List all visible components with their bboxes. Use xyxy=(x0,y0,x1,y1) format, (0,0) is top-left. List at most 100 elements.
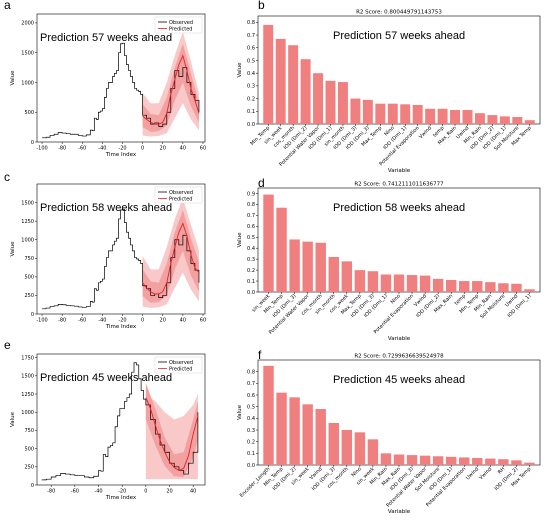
x-axis-label-f: Variable xyxy=(388,509,411,515)
bar-d-8 xyxy=(367,271,379,292)
bar-f-2 xyxy=(289,397,300,465)
bar-d-4 xyxy=(315,242,326,292)
y-tick-label-e: 500 xyxy=(24,446,34,452)
observed-series-a xyxy=(42,42,200,139)
y-tick-label-c: 0 xyxy=(31,312,34,318)
bar-b-8 xyxy=(362,99,373,124)
x-tick-label-c: 0 xyxy=(141,318,144,324)
bar-f-19 xyxy=(511,460,522,465)
y-tick-label-c: 1500 xyxy=(21,200,34,206)
bar-b-18 xyxy=(487,115,498,124)
y-tick-label-e: 1000 xyxy=(21,410,34,416)
bar-f-13 xyxy=(432,456,444,465)
prediction-annotation-e: Prediction 45 weeks ahead xyxy=(40,372,172,384)
bar-b-12 xyxy=(412,104,423,124)
predicted-series-e xyxy=(145,397,199,471)
prediction-annotation-a: Prediction 57 weeks ahead xyxy=(40,32,172,44)
bar-d-12 xyxy=(419,275,431,292)
x-tick-label-e: 20 xyxy=(166,489,172,495)
x-tick-label-a: -80 xyxy=(58,146,66,152)
y-tick-label-f: 0.4 xyxy=(247,416,255,422)
y-axis-label-b: Value xyxy=(237,62,243,78)
legend-label-predicted-e: Predicted xyxy=(169,366,192,372)
bar-f-15 xyxy=(459,457,470,465)
y-axis-label-a: Value xyxy=(10,70,16,86)
legend-box-a xyxy=(154,16,203,34)
x-tick-label-e: 0 xyxy=(144,489,147,495)
legend-box-c xyxy=(154,186,203,204)
bar-d-3 xyxy=(302,241,313,292)
y-tick-label-f: 0.6 xyxy=(247,393,255,399)
prediction-annotation-c: Prediction 58 weeks ahead xyxy=(40,202,172,214)
bar-b-14 xyxy=(437,108,448,124)
y-tick-label-c: 1000 xyxy=(21,238,34,244)
legend-label-predicted-c: Predicted xyxy=(169,196,192,202)
category-label-f: Uwind xyxy=(465,466,480,481)
bar-f-20 xyxy=(524,462,535,465)
x-axis-label-a: Time Index xyxy=(105,152,137,158)
bar-b-9 xyxy=(375,103,386,124)
x-tick-label-c: -40 xyxy=(98,318,106,324)
y-tick-label-d: 0.3 xyxy=(247,257,255,263)
y-tick-label-f: 0.5 xyxy=(247,404,255,410)
bar-f-7 xyxy=(354,432,366,465)
y-tick-label-c: 750 xyxy=(24,256,34,262)
bar-f-16 xyxy=(472,458,483,465)
y-tick-label-d: 0.6 xyxy=(247,224,255,230)
x-tick-label-c: -20 xyxy=(118,318,126,324)
r2-score-title-b: R2 Score: 0.800449791143753 xyxy=(356,10,442,16)
bar-d-19 xyxy=(511,283,522,292)
y-tick-label-b: 0.0 xyxy=(247,122,255,128)
y-axis-label-c: Value xyxy=(10,241,16,257)
bar-d-15 xyxy=(459,281,470,292)
y-tick-label-a: 500 xyxy=(24,110,34,116)
y-tick-label-a: 1500 xyxy=(21,50,34,56)
y-tick-label-e: 250 xyxy=(24,465,34,471)
bar-d-9 xyxy=(380,274,392,292)
panel-label-a: a xyxy=(4,0,11,12)
y-tick-label-b: 0.8 xyxy=(247,20,255,26)
y-tick-label-b: 0.2 xyxy=(247,96,255,102)
bar-b-20 xyxy=(512,117,523,124)
bar-b-13 xyxy=(425,108,436,124)
y-tick-label-f: 0.3 xyxy=(247,428,255,434)
y-tick-label-b: 0.6 xyxy=(247,46,255,52)
y-tick-label-a: 0 xyxy=(31,140,34,146)
bar-d-6 xyxy=(341,261,353,292)
y-tick-label-d: 0.4 xyxy=(247,246,255,252)
y-tick-label-f: 0.7 xyxy=(247,381,255,387)
bar-d-10 xyxy=(393,274,405,292)
bar-b-3 xyxy=(300,59,311,125)
prediction-band-inner-a xyxy=(142,43,199,132)
y-tick-label-d: 0.7 xyxy=(247,213,255,219)
y-axis-label-e: Value xyxy=(10,411,16,427)
prediction-band-inner-c xyxy=(142,210,199,303)
bar-b-11 xyxy=(400,104,411,124)
bar-f-12 xyxy=(419,455,431,465)
bar-b-17 xyxy=(474,113,485,124)
bar-b-2 xyxy=(288,45,299,125)
bar-f-17 xyxy=(485,458,496,465)
y-tick-label-d: 0.1 xyxy=(247,279,255,285)
x-tick-label-e: -60 xyxy=(71,489,79,495)
bar-b-1 xyxy=(275,38,286,124)
bar-f-0 xyxy=(263,365,274,465)
y-tick-label-d: 0.8 xyxy=(247,202,255,208)
bar-f-6 xyxy=(341,430,353,465)
y-tick-label-f: 0.2 xyxy=(247,439,255,445)
y-axis-label-d: Value xyxy=(237,232,243,248)
bar-b-5 xyxy=(325,80,336,124)
predicted-series-c xyxy=(142,222,200,295)
bar-b-10 xyxy=(387,103,398,124)
bar-d-18 xyxy=(498,283,509,292)
y-tick-label-e: 1750 xyxy=(21,355,34,361)
panel-label-e: e xyxy=(4,338,11,352)
prediction-annotation-b: Prediction 57 weeks ahead xyxy=(333,30,465,42)
x-axis-label-d: Variable xyxy=(388,336,411,342)
r2-score-title-d: R2 Score: 0.7412111011636777 xyxy=(354,182,444,188)
bar-d-17 xyxy=(485,282,496,292)
